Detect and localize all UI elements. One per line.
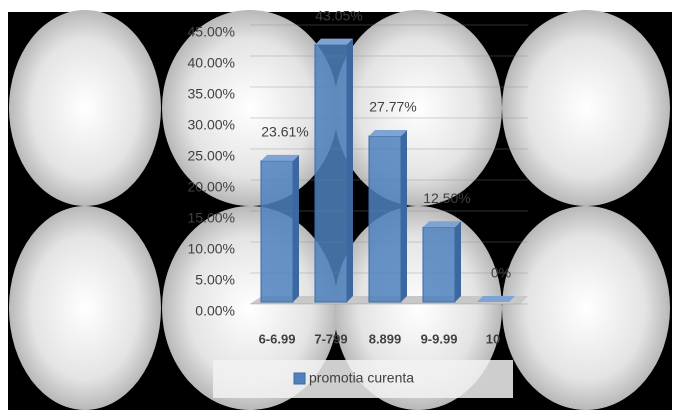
bar (260, 160, 294, 303)
y-tick-label: 35.00% (188, 86, 235, 102)
data-label: 27.77% (369, 99, 416, 115)
bar-top (369, 129, 407, 136)
x-tick-label: 6-6.99 (259, 331, 296, 346)
y-tick-label: 25.00% (188, 148, 235, 164)
bar (368, 135, 402, 303)
legend-label: promotia curenta (309, 370, 414, 386)
legend-swatch (293, 372, 306, 385)
bar-side (455, 221, 461, 302)
y-tick-label: 5.00% (195, 272, 235, 288)
y-tick-label: 15.00% (188, 210, 235, 226)
bar (314, 44, 348, 303)
data-label: 43.05% (315, 7, 362, 23)
y-tick-label: 0.00% (195, 303, 235, 319)
bar-top (423, 221, 461, 228)
bar-side (293, 154, 299, 302)
bar-top (477, 296, 515, 302)
bar-top (315, 38, 353, 45)
bar-side (401, 129, 407, 302)
y-tick-label: 40.00% (188, 55, 235, 71)
y-tick-label: 45.00% (188, 24, 235, 40)
x-tick-label: 7-799 (314, 331, 347, 346)
bar-side (347, 38, 353, 302)
y-tick-label: 20.00% (188, 179, 235, 195)
data-label: 0% (491, 265, 511, 281)
data-label: 12.50% (423, 190, 470, 206)
x-tick-label: 8.899 (369, 331, 402, 346)
bar-top (261, 154, 299, 161)
y-tick-label: 30.00% (188, 117, 235, 133)
data-label: 23.61% (261, 124, 308, 140)
y-tick-label: 10.00% (188, 241, 235, 257)
bar (422, 226, 456, 303)
x-tick-label: 10 (486, 331, 500, 346)
x-tick-label: 9-9.99 (421, 331, 458, 346)
